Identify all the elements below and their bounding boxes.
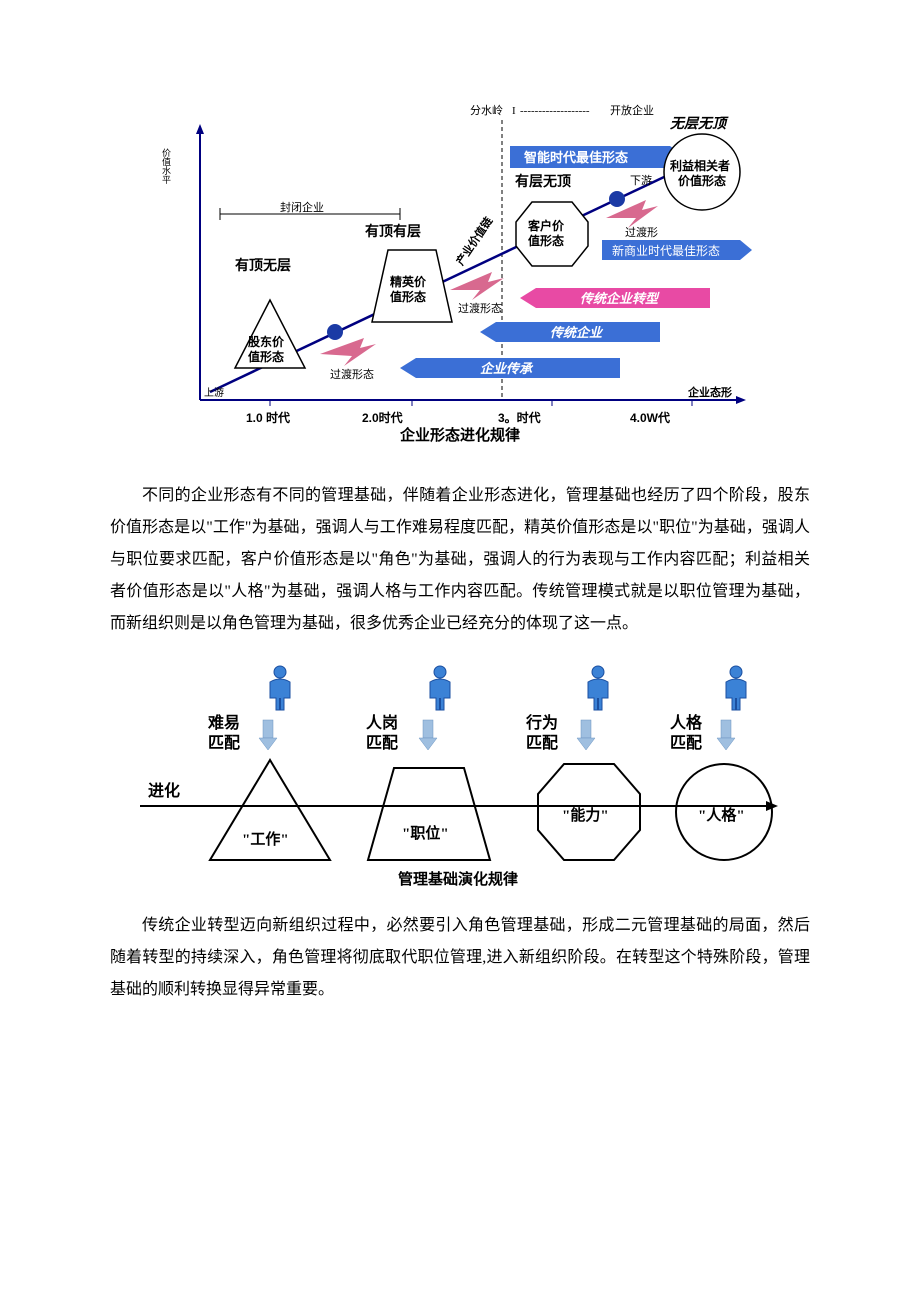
paragraph-2: 传统企业转型迈向新组织过程中，必然要引入角色管理基础，形成二元管理基础的局面，然…: [110, 910, 810, 1006]
person-icon: [270, 666, 290, 710]
d1-s4-above: 无层无顶: [669, 116, 729, 132]
svg-text:匹配: 匹配: [208, 734, 240, 752]
person-icon: [726, 666, 746, 710]
diagram1-svg: 分水岭 I ------------------- 开放企业 价值水平 封闭企业…: [140, 100, 780, 460]
svg-text:值形态: 值形态: [248, 349, 284, 364]
diagram2-svg: 进化 难易 匹配 "工作" 人岗 匹配 "职位": [130, 660, 790, 890]
d1-xlabel: 企业态形: [687, 385, 732, 399]
svg-text:利益相关者: 利益相关者: [670, 158, 730, 173]
diagram-foundation: 进化 难易 匹配 "工作" 人岗 匹配 "职位": [110, 660, 810, 890]
person-icon: [588, 666, 608, 710]
svg-text:难易: 难易: [207, 713, 240, 732]
diagram-evolution: 分水岭 I ------------------- 开放企业 价值水平 封闭企业…: [110, 100, 810, 460]
d1-transition1: [320, 338, 376, 366]
svg-text:人岗: 人岗: [366, 714, 398, 732]
svg-text:客户价: 客户价: [527, 218, 565, 233]
svg-text:行为: 行为: [525, 713, 558, 732]
d1-arrow-traditional: 传统企业: [480, 322, 660, 342]
svg-text:传统企业: 传统企业: [550, 325, 604, 340]
d1-node1: [327, 324, 343, 340]
d1-divide: 分水岭: [470, 103, 503, 117]
d1-arrow-newbiz: 新商业时代最佳形态: [602, 240, 752, 260]
svg-text:过渡形: 过渡形: [625, 225, 658, 239]
d2-stage-4: 人格 匹配 "人格": [670, 666, 772, 860]
d1-arrow-transform: 传统企业转型: [520, 288, 710, 308]
svg-text:"人格": "人格": [698, 806, 745, 824]
d1-s3-above: 有层无顶: [515, 173, 571, 190]
svg-text:价值形态: 价值形态: [678, 173, 726, 188]
svg-text:1.0 时代: 1.0 时代: [246, 410, 290, 425]
paragraph-1: 不同的企业形态有不同的管理基础，伴随着企业形态进化，管理基础也经历了四个阶段，股…: [110, 480, 810, 640]
svg-text:"工作": "工作": [242, 830, 289, 848]
svg-text:传统企业转型: 传统企业转型: [580, 291, 660, 306]
svg-text:值形态: 值形态: [528, 233, 564, 248]
d1-closed: 封闭企业: [280, 200, 324, 214]
d2-stage-1: 难易 匹配 "工作": [207, 666, 330, 860]
down-arrow-icon: [717, 720, 735, 750]
d1-downstream: 下游: [630, 174, 652, 187]
svg-text:3。时代: 3。时代: [498, 410, 541, 425]
svg-text:过渡形态: 过渡形态: [458, 301, 502, 315]
d2-stage-2: 人岗 匹配 "职位": [366, 666, 490, 860]
d1-transition2: [450, 272, 504, 300]
d2-evolve: 进化: [148, 781, 180, 800]
down-arrow-icon: [419, 720, 437, 750]
svg-text:"能力": "能力": [562, 806, 609, 824]
d1-arrow-inherit: 企业传承: [400, 358, 620, 378]
svg-text:-------------------: -------------------: [520, 105, 590, 117]
svg-text:精英价: 精英价: [390, 274, 427, 289]
svg-text:匹配: 匹配: [366, 734, 398, 752]
d1-open: 开放企业: [610, 103, 654, 117]
svg-text:"职位": "职位": [402, 824, 449, 842]
d1-arrow-intelligent: 智能时代最佳形态: [510, 146, 686, 168]
svg-text:股东价: 股东价: [248, 334, 285, 349]
d1-s1-above: 有顶无层: [235, 257, 291, 274]
svg-text:2.0时代: 2.0时代: [362, 410, 403, 425]
d2-caption: 管理基础演化规律: [398, 870, 518, 888]
svg-text:匹配: 匹配: [670, 734, 702, 752]
svg-text:智能时代最佳形态: 智能时代最佳形态: [524, 150, 628, 165]
d1-caption: 企业形态进化规律: [399, 426, 520, 444]
d1-yaxis-label: 价值水平: [161, 148, 171, 185]
d2-stage-3: 行为 匹配 "能力": [525, 666, 640, 860]
svg-text:人格: 人格: [670, 713, 703, 732]
d1-upstream: 上游: [204, 386, 224, 399]
down-arrow-icon: [577, 720, 595, 750]
svg-text:4.0W代: 4.0W代: [630, 410, 670, 425]
d1-s2-above: 有顶有层: [365, 223, 421, 240]
svg-text:值形态: 值形态: [390, 289, 426, 304]
svg-text:企业传承: 企业传承: [480, 361, 534, 376]
svg-text:新商业时代最佳形态: 新商业时代最佳形态: [612, 243, 720, 258]
svg-text:I: I: [512, 105, 516, 117]
person-icon: [430, 666, 450, 710]
down-arrow-icon: [259, 720, 277, 750]
svg-text:过渡形态: 过渡形态: [330, 367, 374, 381]
svg-text:匹配: 匹配: [526, 734, 558, 752]
d1-node3: [609, 191, 625, 207]
